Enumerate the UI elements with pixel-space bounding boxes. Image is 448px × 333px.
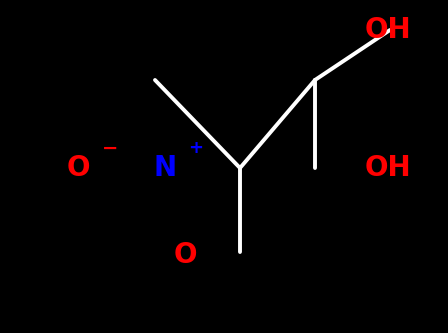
Text: OH: OH — [365, 16, 411, 44]
Text: O: O — [173, 241, 197, 269]
Text: N: N — [153, 154, 177, 182]
Text: O: O — [66, 154, 90, 182]
Text: OH: OH — [365, 154, 411, 182]
Text: +: + — [189, 139, 203, 157]
Text: −: − — [102, 139, 118, 158]
